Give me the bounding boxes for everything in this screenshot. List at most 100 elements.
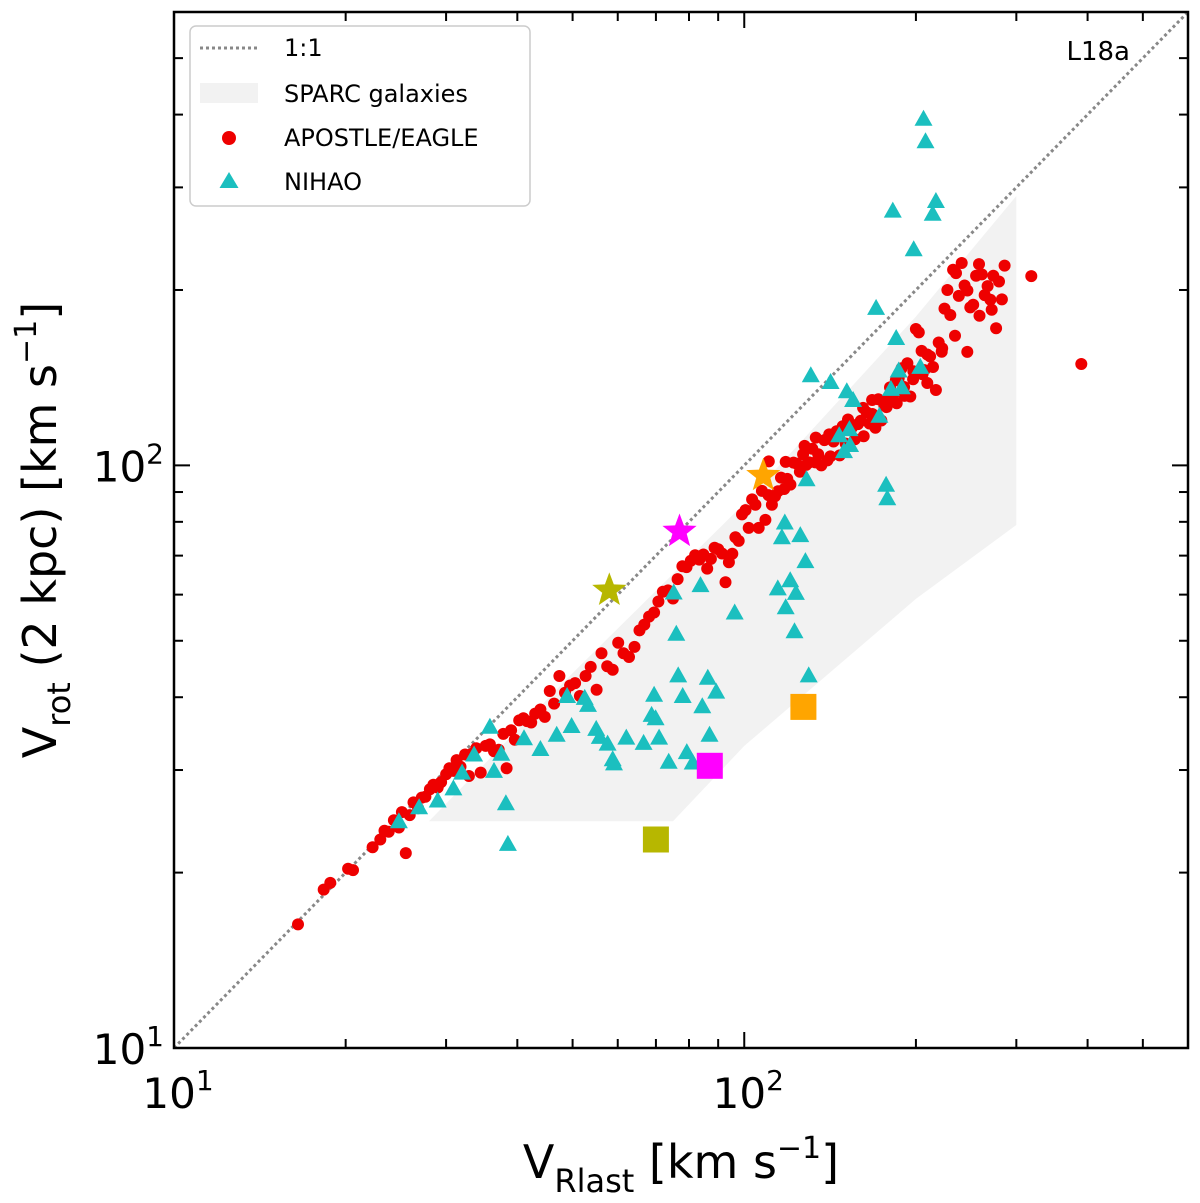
one-to-one-line — [174, 12, 1188, 1048]
apostle-point — [995, 293, 1008, 306]
apostle-point — [623, 651, 635, 663]
apostle-point — [936, 342, 949, 355]
apostle-point — [324, 876, 337, 889]
nihao-point — [389, 812, 408, 829]
nihao-point — [844, 391, 863, 407]
apostle-point — [590, 683, 603, 696]
nihao-point — [598, 734, 617, 751]
nihao-point — [887, 329, 906, 345]
orange-star-marker — [746, 457, 781, 491]
nihao-point — [878, 489, 897, 506]
nihao-point — [669, 666, 688, 683]
nihao-point — [485, 761, 503, 778]
legend-swatch-sparc — [200, 83, 258, 103]
nihao-point — [923, 204, 942, 221]
apostle-point — [973, 258, 985, 271]
nihao-point — [776, 598, 795, 615]
x-axis-label: VRlast [km s−1] — [523, 1131, 839, 1200]
apostle-point — [824, 450, 837, 463]
nihao-point — [911, 357, 930, 374]
apostle-point — [812, 448, 825, 461]
apostle-point — [798, 439, 811, 452]
legend-frame — [189, 25, 531, 207]
orange-square-marker — [790, 693, 817, 720]
nihao-point — [892, 378, 911, 395]
apostle-point — [890, 397, 903, 410]
nihao-point — [904, 240, 923, 257]
y-axis-label: Vrot (2 kpc) [km s−1] — [9, 302, 78, 758]
nihao-point — [492, 744, 511, 761]
apostle-point — [543, 685, 556, 697]
nihao-point — [698, 668, 717, 685]
apostle-point — [292, 918, 304, 931]
olive-square-marker — [642, 826, 669, 853]
nihao-point — [617, 728, 636, 745]
legend-swatch-apostle — [222, 131, 236, 145]
legend: 1:1 SPARC galaxies APOSTLE/EAGLE NIHAO — [189, 25, 531, 207]
apostle-point — [929, 384, 942, 396]
nihao-point — [841, 436, 860, 452]
apostle-point — [993, 275, 1005, 288]
nihao-point — [410, 798, 429, 815]
apostle-point — [944, 309, 957, 321]
nihao-point — [677, 743, 696, 760]
nihao-point — [926, 192, 945, 208]
nihao-point — [786, 583, 805, 600]
apostle-point — [952, 289, 965, 302]
magenta-star-marker — [662, 513, 697, 547]
apostle-point — [569, 677, 582, 690]
apostle-point — [823, 428, 836, 441]
sparc-band — [429, 196, 1017, 822]
apostle-point — [500, 762, 513, 775]
magenta-square-marker — [696, 752, 723, 779]
apostle-point — [474, 766, 487, 779]
nihao-point — [889, 361, 908, 378]
nihao-point — [791, 526, 810, 543]
apostle-point — [842, 413, 854, 426]
nihao-point — [830, 426, 849, 443]
apostle-point — [606, 663, 619, 676]
apostle-point — [857, 430, 870, 443]
apostle-point — [949, 329, 961, 342]
nihao-point — [496, 794, 515, 811]
apostle-point — [366, 841, 379, 854]
apostle-point — [921, 377, 934, 389]
nihao-point — [772, 528, 791, 545]
apostle-point — [984, 293, 997, 306]
apostle-point — [671, 573, 684, 586]
nihao-point — [916, 132, 935, 149]
plot-area — [174, 12, 1188, 1048]
apostle-point — [955, 257, 968, 269]
nihao-point — [877, 475, 896, 492]
nihao-point — [781, 571, 800, 588]
apostle-point — [981, 280, 994, 293]
apostle-point — [749, 498, 762, 511]
nihao-point — [797, 470, 816, 487]
apostle-point — [998, 259, 1011, 272]
nihao-point — [785, 622, 804, 639]
nihao-point — [605, 754, 623, 771]
apostle-point — [719, 576, 732, 589]
x-tick-label: 102 — [713, 1064, 784, 1118]
nihao-point — [659, 752, 678, 769]
apostle-point — [941, 284, 954, 296]
apostle-point — [985, 303, 998, 316]
apostle-point — [538, 710, 551, 723]
nihao-point — [801, 366, 820, 383]
apostle-point — [809, 431, 822, 444]
nihao-point — [645, 685, 664, 702]
apostle-point — [880, 401, 893, 414]
plot-frame — [172, 10, 1190, 1050]
panel-annotation: L18a — [1066, 37, 1130, 67]
apostle-point — [628, 640, 641, 653]
nihao-point — [673, 687, 692, 703]
nihao-point — [667, 624, 686, 641]
apostle-point — [584, 660, 597, 673]
nihao-point — [480, 717, 499, 734]
apostle-point — [961, 284, 974, 297]
apostle-point — [652, 595, 665, 608]
nihao-point — [579, 695, 597, 712]
nihao-point — [725, 603, 744, 620]
apostle-point — [762, 455, 775, 468]
apostle-point — [950, 267, 962, 280]
